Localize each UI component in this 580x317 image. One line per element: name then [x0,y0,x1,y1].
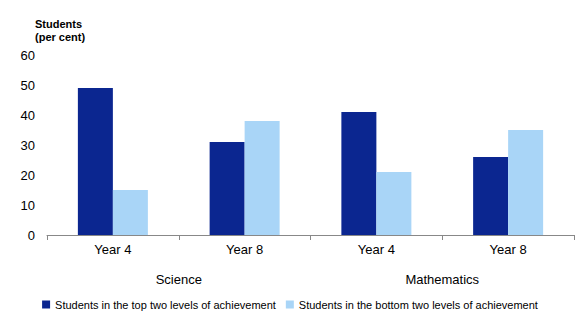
svg-text:Year 8: Year 8 [490,242,527,257]
svg-text:60: 60 [21,48,35,63]
svg-text:Students in the top two levels: Students in the top two levels of achiev… [55,299,276,311]
svg-text:Science: Science [156,272,202,287]
svg-text:Students: Students [35,18,82,30]
svg-text:50: 50 [21,78,35,93]
svg-text:Year 4: Year 4 [358,242,395,257]
svg-text:10: 10 [21,198,35,213]
svg-text:Mathematics: Mathematics [405,272,479,287]
svg-text:Year 8: Year 8 [226,242,263,257]
svg-text:20: 20 [21,168,35,183]
svg-text:30: 30 [21,138,35,153]
svg-text:40: 40 [21,108,35,123]
svg-text:0: 0 [28,228,35,243]
svg-text:(per cent): (per cent) [35,31,85,43]
svg-text:Students in the bottom two lev: Students in the bottom two levels of ach… [299,299,538,311]
svg-text:Year 4: Year 4 [94,242,131,257]
